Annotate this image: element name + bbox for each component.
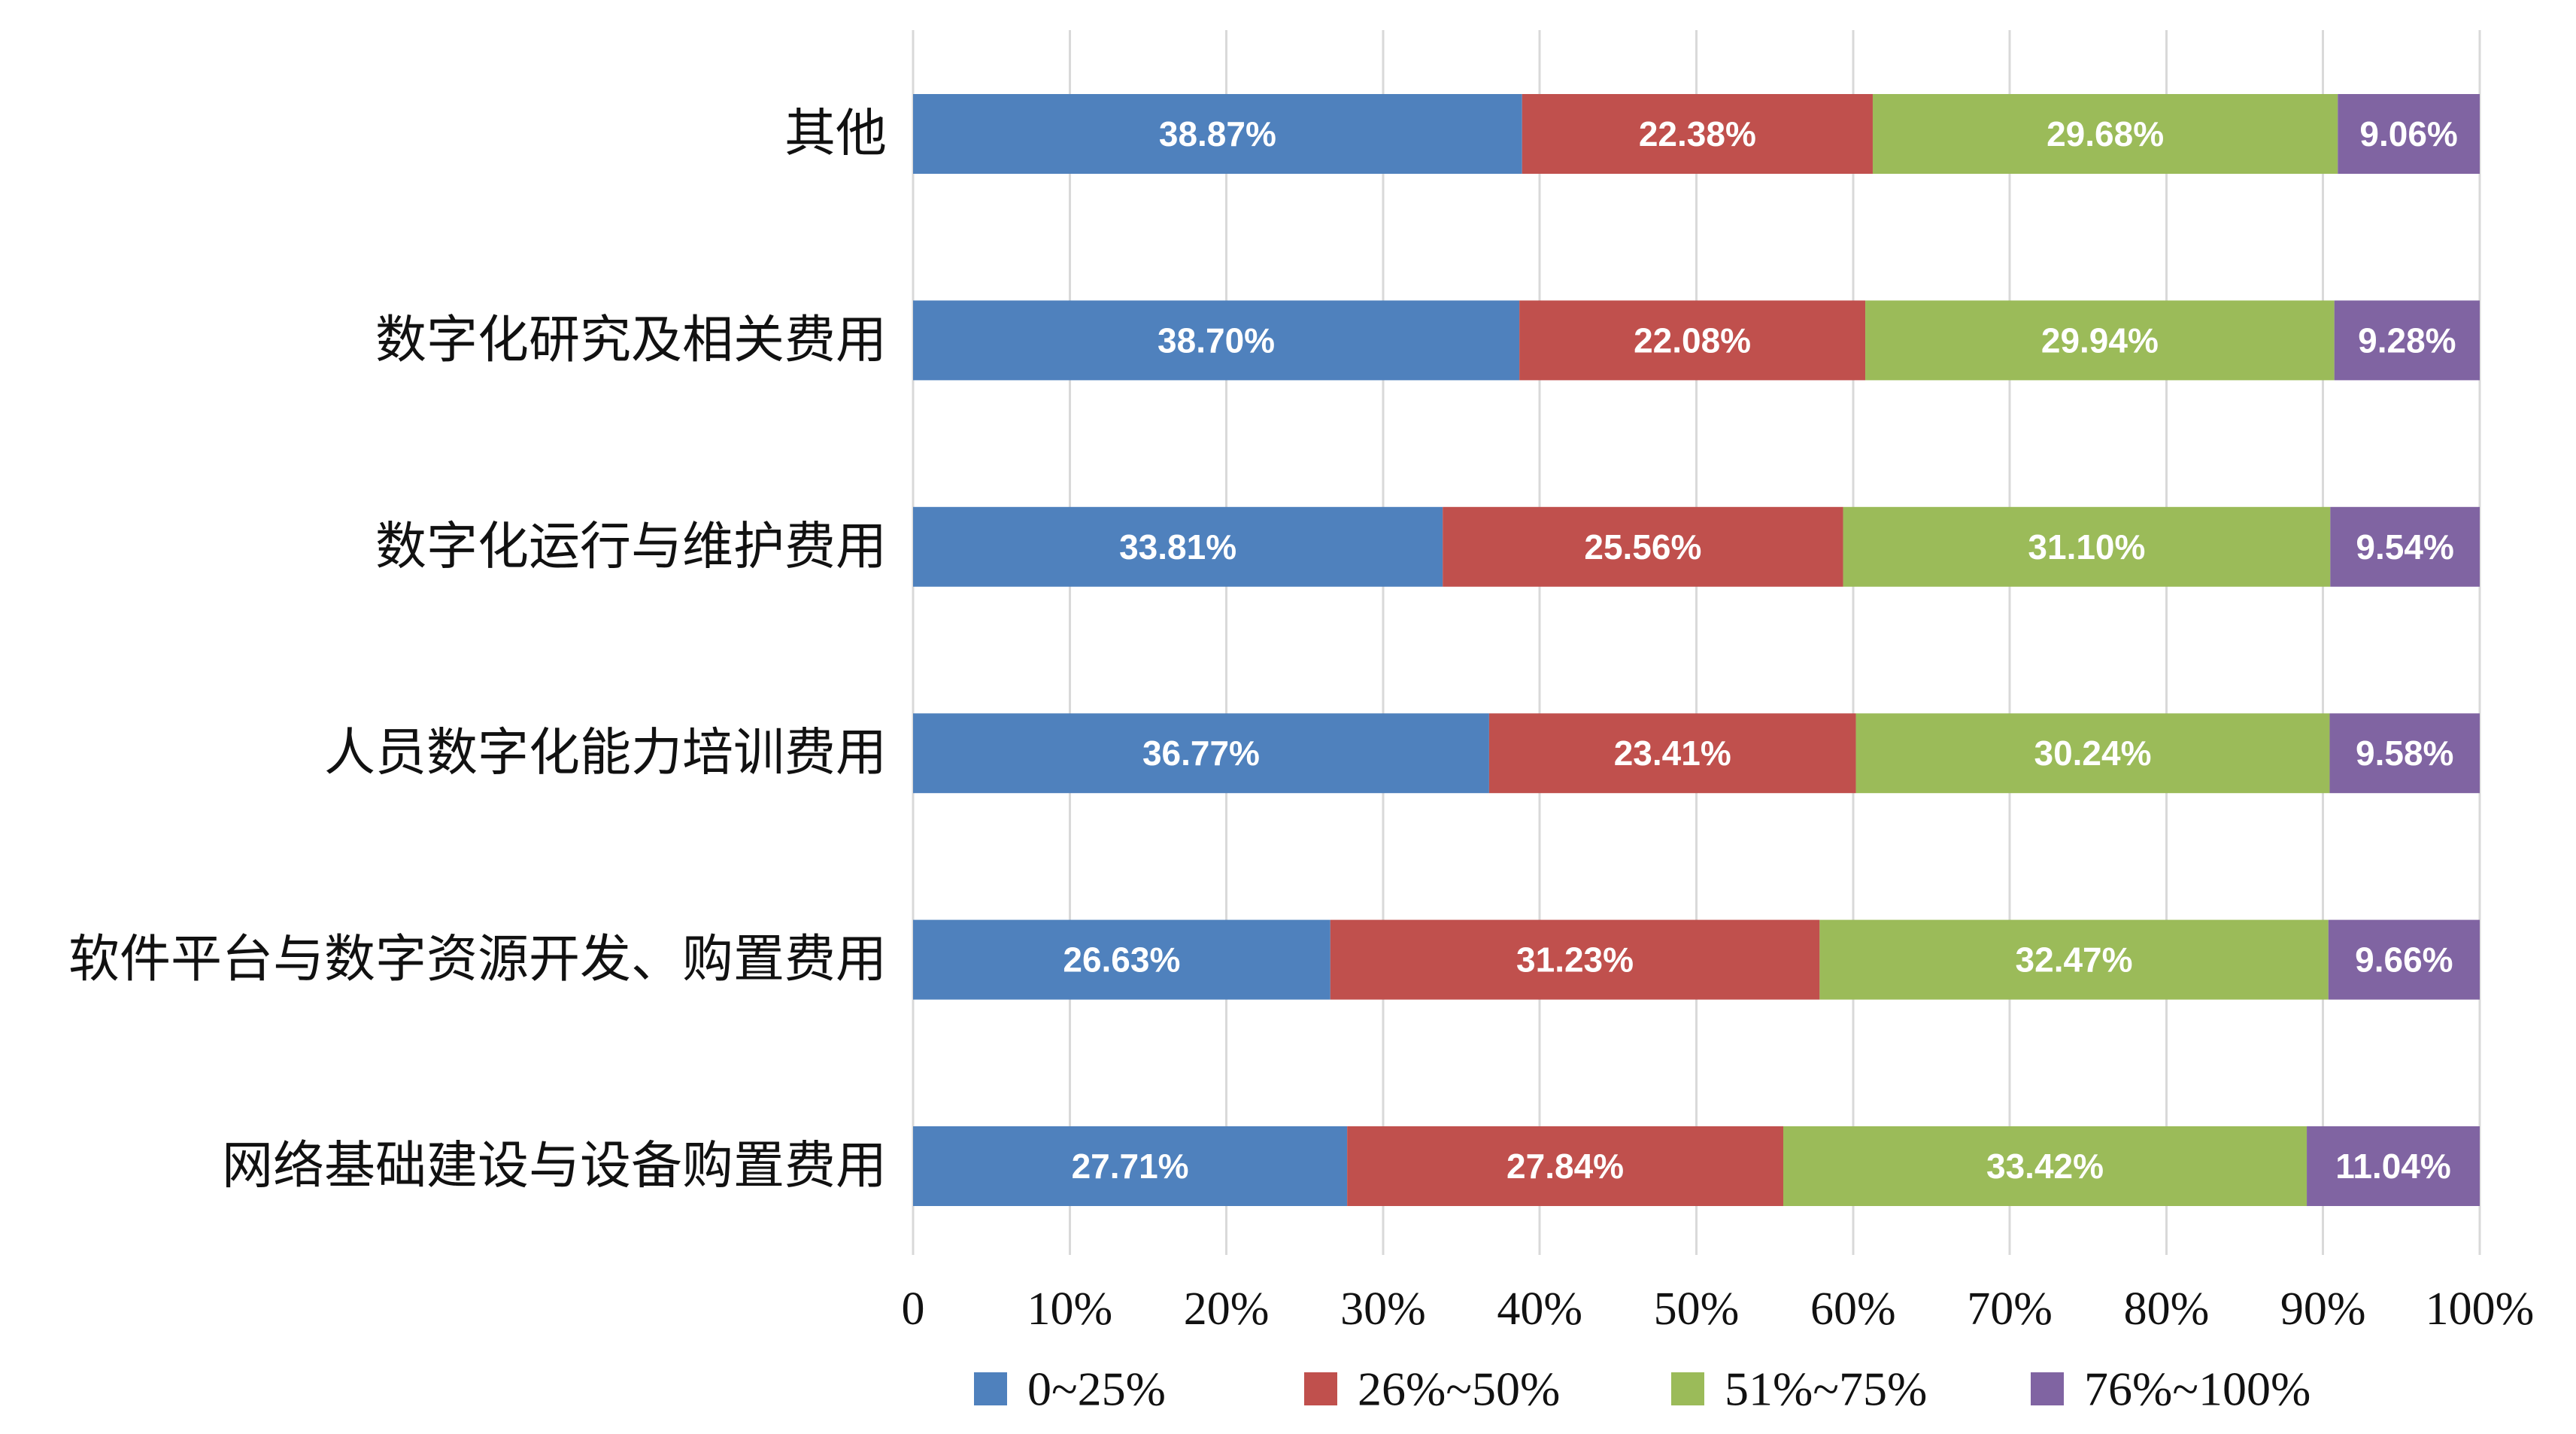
bar-segment bbox=[2334, 300, 2480, 381]
data-label: 29.94% bbox=[2041, 321, 2159, 360]
bar-segment bbox=[1783, 1126, 2307, 1206]
data-label: 36.77% bbox=[1142, 734, 1260, 773]
bar-segment bbox=[1519, 300, 1866, 381]
x-axis-tick-labels: 0 10% 20% 30% 40% 50% 60% 70% 80% 90% 100% bbox=[902, 1284, 2535, 1335]
bar-segment bbox=[1443, 506, 1843, 587]
data-label: 27.84% bbox=[1506, 1147, 1624, 1186]
legend-swatch bbox=[1304, 1372, 1337, 1405]
x-tick-label: 10% bbox=[1027, 1284, 1112, 1335]
data-label: 31.23% bbox=[1516, 940, 1634, 980]
data-label: 30.24% bbox=[2034, 734, 2151, 773]
bar-segment bbox=[913, 300, 1520, 381]
data-label: 31.10% bbox=[2028, 527, 2145, 567]
gridlines bbox=[912, 30, 2481, 1255]
data-label: 22.08% bbox=[1634, 321, 1751, 360]
bar-segment bbox=[1819, 919, 2329, 1000]
legend-item: 76%~100% bbox=[2031, 1363, 2311, 1416]
x-tick-label: 20% bbox=[1184, 1284, 1270, 1335]
x-tick-label: 50% bbox=[1654, 1284, 1740, 1335]
legend: 0~25% 26%~50% 51%~75% 76%~100% bbox=[974, 1363, 2311, 1416]
bar-segment bbox=[913, 919, 1330, 1000]
legend-swatch bbox=[2031, 1372, 2064, 1405]
bar-segment bbox=[1865, 300, 2335, 381]
bar-segment bbox=[2329, 713, 2480, 794]
data-label: 26.63% bbox=[1063, 940, 1180, 980]
x-tick-label: 90% bbox=[2280, 1284, 2366, 1335]
data-label: 38.70% bbox=[1158, 321, 1275, 360]
x-tick-label: 40% bbox=[1497, 1284, 1582, 1335]
category-label: 数字化运行与维护费用 bbox=[375, 517, 887, 576]
legend-swatch bbox=[1671, 1372, 1704, 1405]
bar-segments bbox=[913, 94, 2480, 1206]
bar-segment bbox=[1843, 506, 2331, 587]
data-label: 11.04% bbox=[2335, 1147, 2450, 1186]
bar-segment bbox=[2307, 1126, 2480, 1206]
bar-segment bbox=[2328, 919, 2480, 1000]
data-label: 9.06% bbox=[2359, 114, 2457, 153]
bar-segment bbox=[1330, 919, 1820, 1000]
category-label: 数字化研究及相关费用 bbox=[375, 311, 887, 370]
legend-item: 0~25% bbox=[974, 1363, 1166, 1416]
legend-item: 51%~75% bbox=[1671, 1363, 1927, 1416]
category-label: 网络基础建设与设备购置费用 bbox=[222, 1137, 887, 1196]
data-label: 25.56% bbox=[1584, 527, 1701, 567]
bar-segment bbox=[913, 506, 1443, 587]
data-label: 33.81% bbox=[1119, 527, 1236, 567]
bar-segment bbox=[2338, 94, 2480, 174]
data-label: 22.38% bbox=[1639, 114, 1756, 153]
category-label: 人员数字化能力培训费用 bbox=[324, 724, 887, 783]
x-tick-label: 100% bbox=[2426, 1284, 2535, 1335]
legend-label: 51%~75% bbox=[1725, 1363, 1927, 1416]
legend-label: 76%~100% bbox=[2084, 1363, 2311, 1416]
category-label: 软件平台与数字资源开发、购置费用 bbox=[68, 930, 887, 989]
legend-item: 26%~50% bbox=[1304, 1363, 1560, 1416]
legend-label: 0~25% bbox=[1027, 1363, 1166, 1416]
data-label: 9.28% bbox=[2358, 321, 2456, 360]
x-tick-label: 0 bbox=[902, 1284, 925, 1335]
x-tick-label: 30% bbox=[1340, 1284, 1426, 1335]
bar-segment bbox=[1872, 94, 2338, 174]
x-tick-label: 60% bbox=[1810, 1284, 1896, 1335]
legend-label: 26%~50% bbox=[1358, 1363, 1560, 1416]
bar-segment bbox=[913, 1126, 1348, 1206]
bar-segment bbox=[1347, 1126, 1783, 1206]
data-label: 9.58% bbox=[2356, 734, 2453, 773]
category-label: 其他 bbox=[784, 105, 887, 164]
data-label: 23.41% bbox=[1614, 734, 1731, 773]
bar-segment bbox=[913, 713, 1489, 794]
data-label: 33.42% bbox=[1986, 1147, 2104, 1186]
data-labels: 38.87% 22.38% 29.68% 9.06% 38.70% 22.08% 29.94… bbox=[1063, 114, 2457, 1186]
data-label: 32.47% bbox=[2016, 940, 2133, 980]
category-axis-labels: 其他数字化研究及相关费用数字化运行与维护费用人员数字化能力培训费用软件平台与数字… bbox=[68, 105, 887, 1196]
data-label: 9.54% bbox=[2356, 527, 2453, 567]
legend-swatch bbox=[974, 1372, 1007, 1405]
bar-segment bbox=[1855, 713, 2330, 794]
data-label: 29.68% bbox=[2047, 114, 2164, 153]
x-tick-label: 70% bbox=[1967, 1284, 2053, 1335]
bar-segment bbox=[1522, 94, 1873, 174]
data-label: 27.71% bbox=[1072, 1147, 1189, 1186]
bar-segment bbox=[913, 94, 1522, 174]
bar-segment bbox=[2330, 506, 2480, 587]
x-tick-label: 80% bbox=[2124, 1284, 2210, 1335]
data-label: 9.66% bbox=[2355, 940, 2453, 980]
bar-segment bbox=[1488, 713, 1856, 794]
data-label: 38.87% bbox=[1159, 114, 1276, 153]
